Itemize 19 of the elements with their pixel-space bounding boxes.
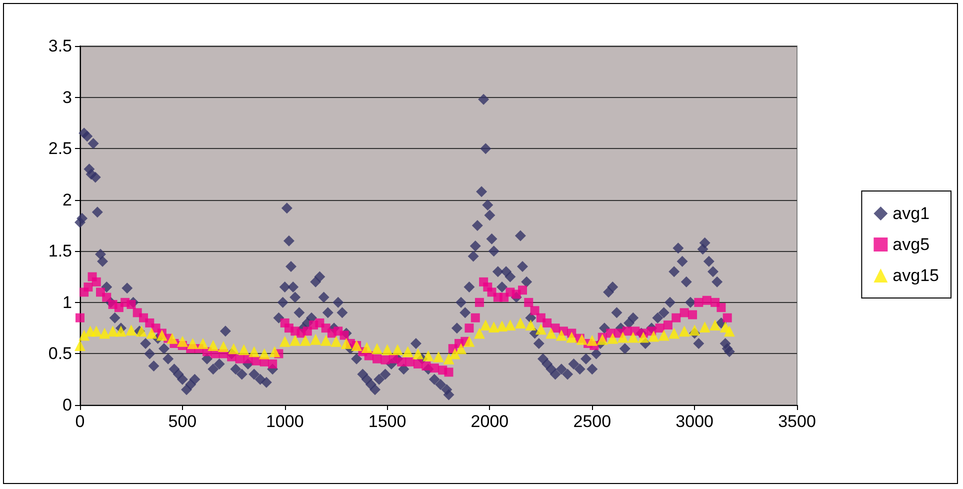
y-tick-label: 0 — [62, 396, 72, 414]
x-tick-label: 3000 — [676, 412, 714, 431]
y-tick-label: 1 — [62, 292, 72, 312]
x-tick-label: 2500 — [573, 412, 612, 431]
x-tick-label: 3500 — [778, 412, 816, 431]
legend-label: avg5 — [892, 235, 930, 254]
legend-label: avg1 — [892, 204, 930, 223]
y-tick-label: 2.5 — [48, 139, 72, 158]
y-tick-label: 2 — [62, 190, 72, 210]
x-tick-label: 1500 — [368, 412, 406, 431]
y-tick-label: 1.5 — [48, 242, 72, 261]
y-tick-label: 3.5 — [48, 36, 72, 56]
x-tick-label: 500 — [168, 412, 197, 431]
legend-label: avg15 — [892, 266, 940, 285]
x-tick-label: 0 — [75, 412, 85, 431]
x-tick-label: 2000 — [470, 412, 509, 431]
y-tick-label: 3 — [62, 88, 72, 107]
y-tick-label: 0.5 — [48, 344, 72, 364]
x-tick-label: 1000 — [266, 412, 304, 431]
